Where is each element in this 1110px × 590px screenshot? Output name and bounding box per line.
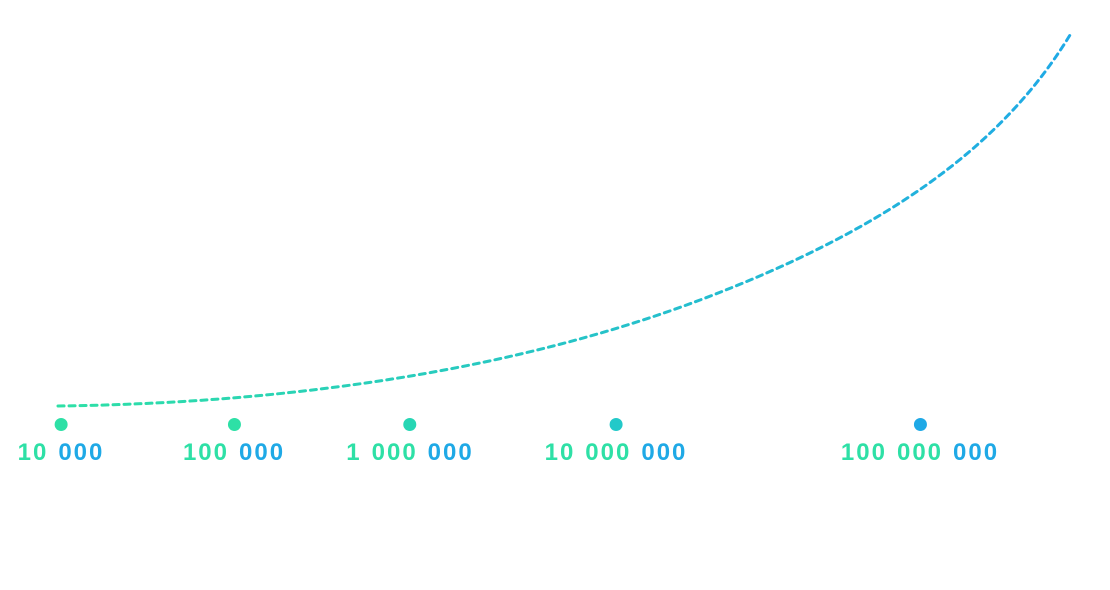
digit-group: 000 (953, 439, 1000, 466)
milestone-label: 10 000 (18, 441, 105, 465)
digit-group: 000 (585, 439, 632, 466)
milestone-label: 100 000 (183, 441, 285, 465)
milestone-label: 1 000 000 (346, 441, 473, 465)
milestone-label: 10 000 000 (545, 441, 688, 465)
digit-group: 000 (58, 439, 105, 466)
digit-group: 000 (239, 439, 286, 466)
digit-group: 000 (896, 439, 944, 466)
digit-group: 000 (427, 439, 474, 466)
milestone-dot (227, 418, 241, 431)
milestone-dot (913, 418, 927, 431)
milestone-10k: 10 000 (18, 418, 105, 465)
growth-curve (56, 33, 1072, 408)
digit-group: 100 (840, 439, 887, 466)
digit-group: 10 (544, 439, 576, 466)
digit-group: 10 (17, 439, 49, 466)
digit-group: 1 (346, 439, 362, 466)
milestone-100k: 100 000 (183, 418, 285, 465)
milestone-label: 100 000 000 (841, 441, 999, 465)
digit-group: 100 (182, 439, 229, 466)
milestone-dot (609, 418, 623, 431)
digit-group: 000 (641, 439, 688, 466)
milestone-10m: 10 000 000 (545, 418, 688, 465)
milestone-dot (54, 418, 68, 431)
milestone-dot (403, 418, 417, 431)
milestone-100m: 100 000 000 (841, 418, 999, 465)
milestone-1m: 1 000 000 (346, 418, 473, 465)
digit-group: 000 (371, 439, 418, 466)
